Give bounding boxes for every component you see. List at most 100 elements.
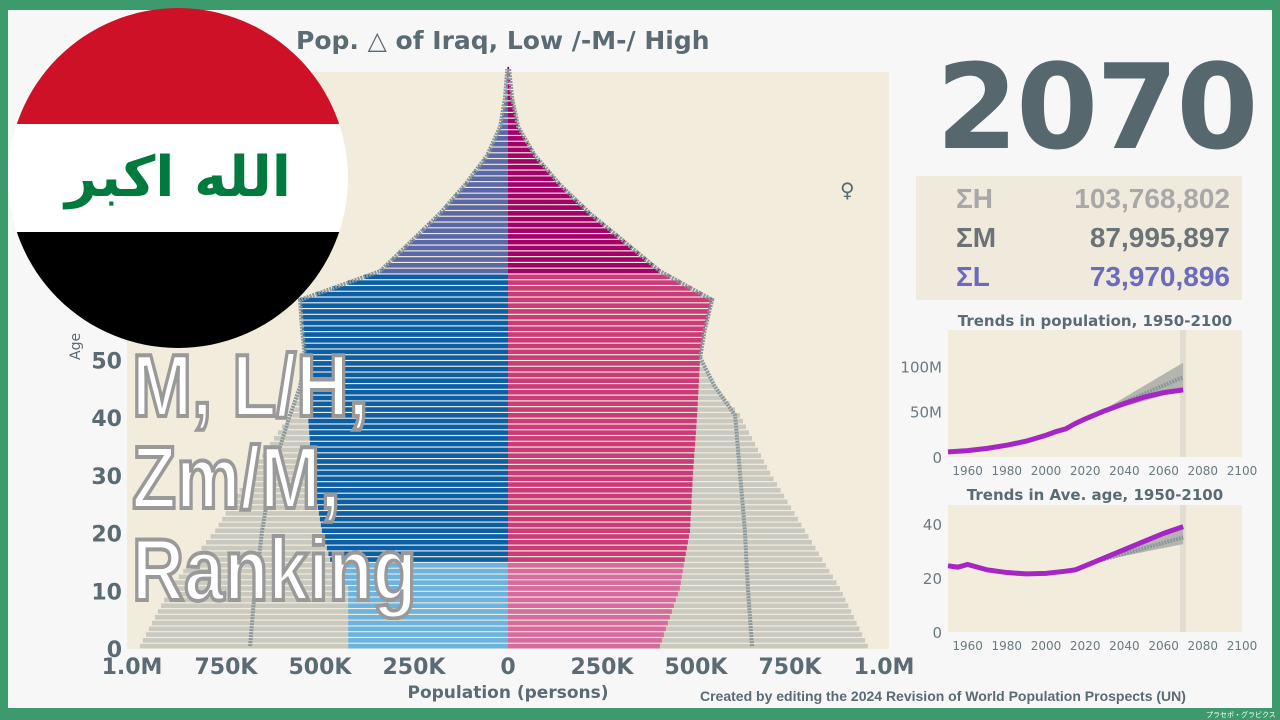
- bar-female-medium: [508, 332, 705, 337]
- bar-female-medium: [508, 464, 694, 470]
- bar-female-medium: [508, 297, 713, 303]
- bar-male-medium: [316, 493, 508, 499]
- trend-x-tick: 2080: [1188, 464, 1219, 478]
- bar-male-medium: [337, 568, 508, 574]
- bar-male-medium: [410, 239, 508, 245]
- bar-male-medium: [307, 395, 508, 401]
- trend-plot-bg: [948, 330, 1242, 457]
- bar-male-medium: [316, 499, 508, 505]
- chart-title: Pop. △ of Iraq, Low /-M-/ High: [296, 26, 710, 55]
- bar-female-high: [508, 643, 868, 649]
- trend-title: Trends in Ave. age, 1950-2100: [967, 486, 1223, 504]
- female-icon: ♀: [840, 178, 855, 202]
- bar-female-high: [508, 632, 863, 637]
- bar-female-medium: [508, 147, 532, 153]
- bar-male-medium: [494, 136, 508, 141]
- bar-female-medium: [508, 355, 701, 360]
- trend-line: [947, 524, 1185, 577]
- bar-male-medium: [439, 211, 508, 216]
- sum-medium: ΣM 87,995,897: [956, 221, 1230, 255]
- bar-male-medium: [332, 286, 508, 291]
- bar-male-medium: [344, 580, 508, 585]
- bar-female-medium: [508, 482, 693, 487]
- bar-male-medium: [482, 159, 508, 164]
- bar-female-medium: [508, 280, 681, 285]
- bar-female-medium: [508, 159, 541, 164]
- bar-female-high: [508, 620, 857, 626]
- bar-male-high: [160, 603, 508, 609]
- trend-x-tick: 2020: [1070, 639, 1101, 653]
- bar-male-medium: [310, 447, 508, 453]
- sum-low: ΣL 73,970,896: [956, 260, 1230, 294]
- bar-female-medium: [508, 303, 711, 308]
- bar-female-medium: [508, 436, 696, 441]
- y-tick-label: 10: [91, 580, 122, 605]
- bar-female-medium: [508, 493, 692, 499]
- bar-female-medium: [508, 614, 670, 620]
- bar-female-medium: [508, 539, 688, 545]
- trend-y-tick: 0: [932, 624, 942, 642]
- bar-female-medium: [508, 441, 696, 447]
- sum-label: ΣM: [956, 222, 997, 253]
- bar-female-medium: [508, 286, 692, 291]
- trend-x-tick: 2100: [1227, 639, 1258, 653]
- y-tick-label: 30: [91, 465, 122, 490]
- bar-male-medium: [303, 343, 508, 349]
- bar-male-medium: [333, 563, 508, 568]
- bar-male-medium: [465, 182, 508, 187]
- bar-female-medium: [508, 522, 691, 528]
- bar-female-medium: [508, 153, 536, 158]
- bar-male-high: [142, 638, 509, 643]
- bar-female-medium: [508, 528, 690, 533]
- y-axis-label: Age: [68, 333, 84, 360]
- sum-label: ΣH: [956, 183, 994, 214]
- bar-female-medium: [508, 638, 662, 643]
- y-tick-label: 40: [91, 407, 122, 432]
- sum-value: 73,970,896: [1089, 261, 1230, 292]
- bar-female-medium: [508, 84, 511, 89]
- trend-plot-bg: [948, 505, 1242, 632]
- bar-female-medium: [508, 193, 572, 199]
- bar-female-medium: [508, 211, 590, 216]
- bar-female-medium: [508, 107, 515, 112]
- iraq-flag: الله اكبر: [8, 8, 348, 348]
- bar-female-medium: [508, 632, 664, 637]
- bar-female-high: [508, 638, 866, 643]
- bar-female-medium: [508, 274, 671, 280]
- bar-female-medium: [508, 470, 693, 476]
- bar-male-medium: [348, 586, 508, 591]
- bar-male-medium: [348, 280, 508, 285]
- bar-female-medium: [508, 626, 666, 632]
- bar-male-medium: [308, 418, 508, 424]
- bar-male-medium: [311, 464, 508, 470]
- bar-male-medium: [348, 620, 508, 626]
- bar-female-high: [508, 609, 852, 614]
- bar-female-medium: [508, 205, 584, 210]
- bar-male-medium: [450, 199, 508, 205]
- bar-male-high: [148, 626, 509, 632]
- bar-female-medium: [508, 343, 703, 349]
- bar-male-medium: [348, 609, 508, 614]
- bar-female-medium: [508, 591, 678, 597]
- bar-male-high: [163, 597, 508, 603]
- y-tick-label: 50: [91, 350, 122, 375]
- low-line-male: [248, 68, 510, 647]
- bar-female-high: [508, 626, 860, 632]
- bar-male-high: [166, 591, 508, 597]
- bar-male-medium: [392, 257, 508, 262]
- x-tick-label: 500K: [289, 655, 353, 680]
- bar-female-medium: [508, 459, 694, 464]
- bar-female-medium: [508, 597, 676, 603]
- trend-x-tick: 2040: [1109, 639, 1140, 653]
- trend-y-tick: 40: [923, 516, 942, 534]
- sum-high: ΣH 103,768,802: [956, 182, 1230, 216]
- trend-y-tick: 20: [923, 570, 942, 588]
- bar-male-medium: [364, 274, 508, 280]
- trend-x-tick: 2080: [1188, 639, 1219, 653]
- bar-male-high: [151, 620, 509, 626]
- bar-female-medium: [508, 78, 511, 83]
- x-tick-label: 500K: [665, 655, 729, 680]
- bar-male-medium: [507, 66, 508, 72]
- projection-band: [1095, 362, 1184, 415]
- y-tick-label: 20: [91, 523, 122, 548]
